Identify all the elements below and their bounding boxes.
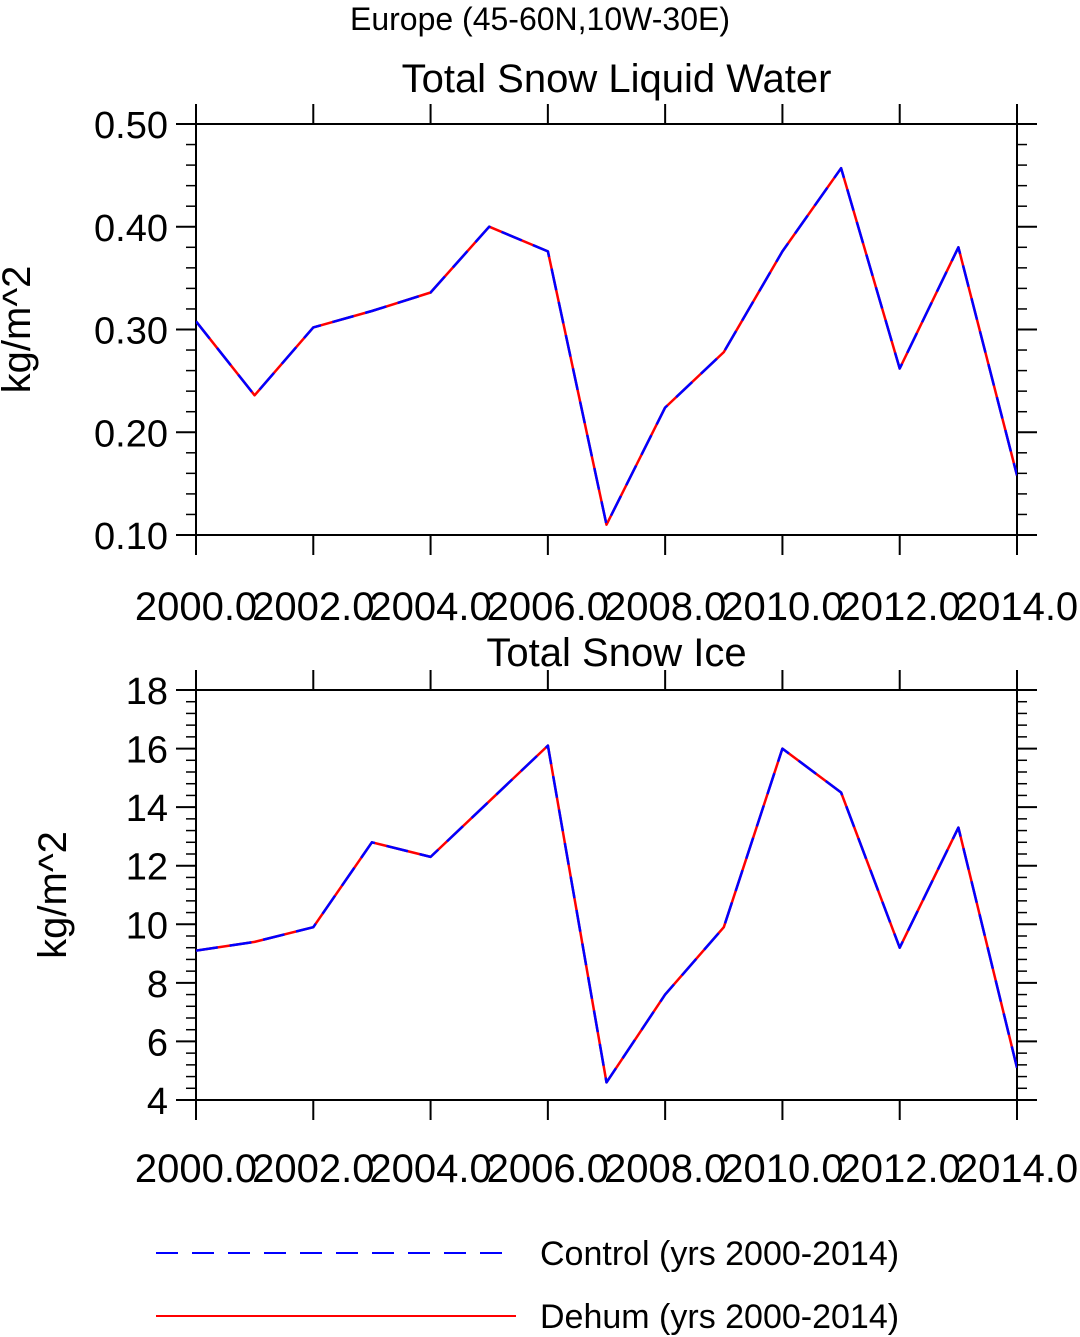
x-tick-label: 2006.0 (487, 585, 609, 629)
x-tick-label: 2012.0 (839, 1147, 961, 1191)
chart-title: Total Snow Liquid Water (402, 57, 832, 101)
plot-frame (195, 123, 1018, 536)
chart-legend: Control (yrs 2000-2014) Dehum (yrs 2000-2… (156, 1235, 899, 1336)
x-tick-label: 2000.0 (135, 585, 257, 629)
series-line-control (196, 744, 1017, 1084)
x-tick-label: 2014.0 (956, 585, 1078, 629)
y-tick-label: 10 (126, 905, 168, 947)
x-tick-label: 2004.0 (369, 585, 491, 629)
series-line-control (196, 166, 1017, 526)
y-axis-label: kg/m^2 (31, 831, 75, 959)
chart-panel-snow-liquid-water: Total Snow Liquid Water 0.10 0.20 0.30 0.40 0… (0, 57, 1078, 629)
x-tick-label: 2008.0 (604, 1147, 726, 1191)
y-tick-label: 0.30 (94, 311, 168, 353)
y-axis-label: kg/m^2 (0, 266, 39, 394)
legend-label-1: Dehum (yrs 2000-2014) (540, 1298, 899, 1336)
series-line-dehum (196, 744, 1017, 1084)
x-tick-label: 2010.0 (721, 1147, 843, 1191)
series-line-dehum (196, 166, 1017, 526)
y-tick-label: 0.40 (94, 208, 168, 250)
y-tick-label: 0.20 (94, 413, 168, 455)
x-tick-label: 2002.0 (252, 585, 374, 629)
y-tick-label: 8 (147, 964, 168, 1006)
x-tick-label: 2010.0 (721, 585, 843, 629)
y-tick-label: 12 (126, 847, 168, 889)
y-tick-label: 4 (147, 1081, 168, 1123)
x-tick-label: 2000.0 (135, 1147, 257, 1191)
x-tick-label: 2008.0 (604, 585, 726, 629)
plot-frame (195, 689, 1018, 1101)
y-tick-label: 6 (147, 1022, 168, 1064)
y-tick-label: 0.50 (94, 105, 168, 147)
legend-label-0: Control (yrs 2000-2014) (540, 1235, 899, 1273)
y-tick-label: 0.10 (94, 516, 168, 558)
chart-title: Total Snow Ice (486, 631, 746, 675)
x-tick-label: 2014.0 (956, 1147, 1078, 1191)
x-tick-label: 2012.0 (839, 585, 961, 629)
x-tick-label: 2004.0 (369, 1147, 491, 1191)
x-tick-label: 2006.0 (487, 1147, 609, 1191)
y-tick-label: 16 (126, 730, 168, 772)
figure-suptitle: Europe (45-60N,10W-30E) (349, 1, 731, 37)
y-tick-label: 18 (126, 671, 168, 713)
x-tick-label: 2002.0 (252, 1147, 374, 1191)
y-tick-label: 14 (126, 788, 168, 830)
chart-panel-snow-ice: Total Snow Ice46810121416182000.02002.02… (31, 631, 1078, 1191)
